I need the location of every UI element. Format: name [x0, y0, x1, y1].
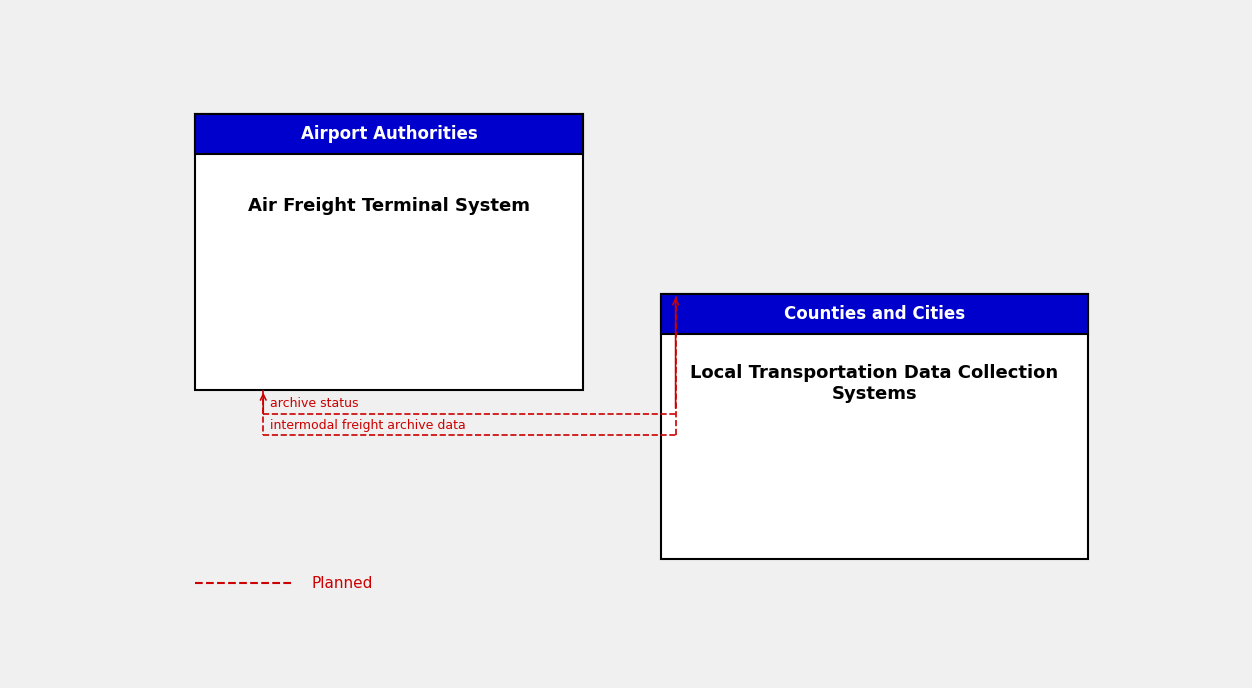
Text: Counties and Cities: Counties and Cities — [784, 305, 965, 323]
Bar — [195, 114, 583, 154]
Text: Planned: Planned — [312, 576, 373, 591]
Bar — [661, 294, 1088, 559]
Text: intermodal freight archive data: intermodal freight archive data — [270, 419, 466, 431]
Text: archive status: archive status — [270, 398, 358, 411]
Bar — [195, 114, 583, 390]
Bar — [661, 294, 1088, 334]
Text: Airport Authorities: Airport Authorities — [300, 125, 478, 143]
Text: Air Freight Terminal System: Air Freight Terminal System — [248, 197, 531, 215]
Text: Local Transportation Data Collection
Systems: Local Transportation Data Collection Sys… — [690, 365, 1059, 403]
